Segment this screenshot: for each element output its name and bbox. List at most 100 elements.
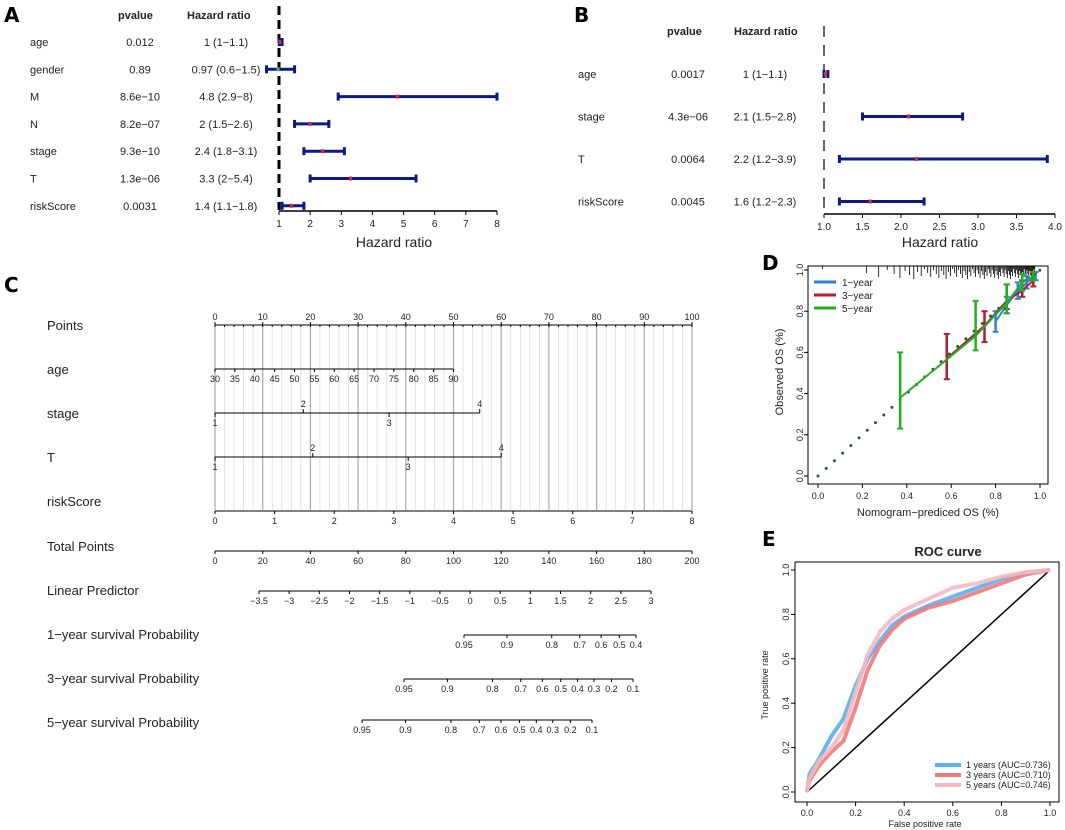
panel-letter-d: D — [762, 251, 779, 275]
one-year-prob-tick-label: 0.6 — [595, 640, 608, 650]
age-tick-label: 30 — [210, 374, 220, 384]
ideal-dot — [873, 421, 877, 425]
y-tick-label: 0.2 — [781, 741, 791, 754]
x-tick-label: 0.2 — [849, 808, 862, 818]
riskscore-tick-label: 1 — [272, 516, 277, 526]
riskscore-tick-label: 8 — [689, 516, 694, 526]
points-tick-label: 0 — [212, 312, 217, 322]
stage-tick-label: 4 — [477, 399, 482, 409]
row-pvalue: 8.2e−07 — [120, 119, 160, 131]
roc-curve — [805, 568, 1051, 793]
x-tick-label: 1.5 — [856, 222, 870, 233]
ideal-dot — [857, 436, 861, 440]
total-points-tick-label: 200 — [684, 556, 699, 566]
points-tick-label: 100 — [684, 312, 699, 322]
linear-predictor-tick-label: −2 — [344, 596, 354, 606]
total-points-tick-label: 20 — [258, 556, 268, 566]
five-year-prob-tick-label: 0.3 — [547, 725, 560, 735]
row-name: T — [578, 154, 585, 166]
row-name: gender — [30, 64, 65, 76]
three-year-prob-tick-label: 0.95 — [395, 684, 413, 694]
nomogram-row-name: riskScore — [47, 494, 101, 509]
y-tick-label: 0.4 — [781, 697, 791, 710]
nomogram-row-name: 3−year survival Probability — [47, 671, 200, 686]
y-tick-label: 0.6 — [795, 346, 805, 359]
forest-a-header-pvalue: pvalue — [118, 10, 153, 22]
x-tick-label: 6 — [432, 219, 438, 230]
linear-predictor-tick-label: 2.5 — [615, 596, 628, 606]
three-year-prob-tick-label: 0.6 — [536, 684, 549, 694]
roc-xlabel: False positive rate — [888, 819, 961, 829]
x-tick-label: 0.4 — [901, 491, 914, 501]
row-hr-text: 2.1 (1.5−2.8) — [734, 112, 797, 124]
roc-ylabel: True positive rate — [760, 650, 770, 719]
age-tick-label: 65 — [349, 374, 359, 384]
linear-predictor-tick-label: −3 — [284, 596, 294, 606]
x-tick-label: 0.8 — [995, 808, 1008, 818]
hr-point — [868, 199, 872, 204]
linear-predictor-tick-label: −1.5 — [371, 596, 389, 606]
y-tick-label: 0.0 — [795, 470, 805, 483]
stage-tick-label: 2 — [301, 399, 306, 409]
x-tick-label: 2.5 — [933, 222, 947, 233]
age-tick-label: 45 — [270, 374, 280, 384]
legend-label: 5−year — [842, 304, 874, 315]
y-tick-label: 0.0 — [781, 786, 791, 799]
linear-predictor-tick-label: −1 — [405, 596, 415, 606]
x-tick-label: 8 — [494, 219, 500, 230]
row-pvalue: 0.0045 — [671, 197, 705, 209]
hr-point — [308, 121, 312, 126]
plot-frame — [794, 561, 1060, 803]
row-name: N — [30, 119, 38, 131]
calibration-xlabel: Nomogram−prediced OS (%) — [857, 507, 999, 519]
forest-b-header-hr: Hazard ratio — [734, 26, 798, 38]
x-tick-label: 1.0 — [1034, 491, 1047, 501]
age-tick-label: 35 — [230, 374, 240, 384]
x-tick-label: 0.0 — [812, 491, 825, 501]
row-hr-text: 1.6 (1.2−2.3) — [734, 197, 797, 209]
T-tick-label: 1 — [212, 462, 217, 472]
riskscore-tick-label: 7 — [630, 516, 635, 526]
five-year-prob-tick-label: 0.95 — [353, 725, 371, 735]
total-points-tick-label: 100 — [446, 556, 461, 566]
row-pvalue: 0.012 — [126, 37, 154, 49]
row-pvalue: 0.0017 — [671, 69, 705, 81]
x-tick-label: 7 — [463, 219, 469, 230]
panel-letter-a: A — [4, 3, 20, 27]
nomogram-row-name: 5−year survival Probability — [47, 715, 200, 730]
one-year-prob-tick-label: 0.7 — [573, 640, 586, 650]
panel-letter-e: E — [762, 527, 776, 551]
y-tick-label: 0.8 — [795, 305, 805, 318]
x-tick-label: 2.0 — [894, 222, 908, 233]
five-year-prob-tick-label: 0.7 — [473, 725, 486, 735]
y-tick-label: 0.2 — [795, 429, 805, 442]
linear-predictor-tick-label: 2 — [588, 596, 593, 606]
stage-tick-label: 1 — [212, 418, 217, 428]
three-year-prob-tick-label: 0.4 — [571, 684, 584, 694]
legend-label: 3−year — [842, 291, 874, 302]
x-tick-label: 3.0 — [971, 222, 985, 233]
one-year-prob-tick-label: 0.5 — [613, 640, 626, 650]
ideal-dot — [832, 459, 836, 463]
total-points-tick-label: 140 — [541, 556, 556, 566]
hr-point — [349, 176, 353, 181]
ideal-dot — [816, 474, 820, 478]
linear-predictor-tick-label: 0 — [468, 596, 473, 606]
riskscore-tick-label: 3 — [391, 516, 396, 526]
forest-plot-b: pvalue Hazard ratio age 0.0017 1 (1−1.1) st… — [578, 26, 1062, 250]
ideal-dot — [964, 337, 968, 341]
age-tick-label: 75 — [389, 374, 399, 384]
five-year-prob-tick-label: 0.5 — [513, 725, 526, 735]
row-name: age — [30, 37, 48, 49]
age-tick-label: 80 — [409, 374, 419, 384]
hr-point — [289, 203, 293, 208]
points-tick-label: 20 — [305, 312, 315, 322]
legend-label: 1 years (AUC=0.736) — [966, 760, 1051, 770]
five-year-prob-tick-label: 0.6 — [495, 725, 508, 735]
x-tick-label: 5 — [401, 219, 407, 230]
T-tick-label: 2 — [310, 443, 315, 453]
riskscore-tick-label: 4 — [451, 516, 456, 526]
points-tick-label: 10 — [258, 312, 268, 322]
age-tick-label: 85 — [429, 374, 439, 384]
